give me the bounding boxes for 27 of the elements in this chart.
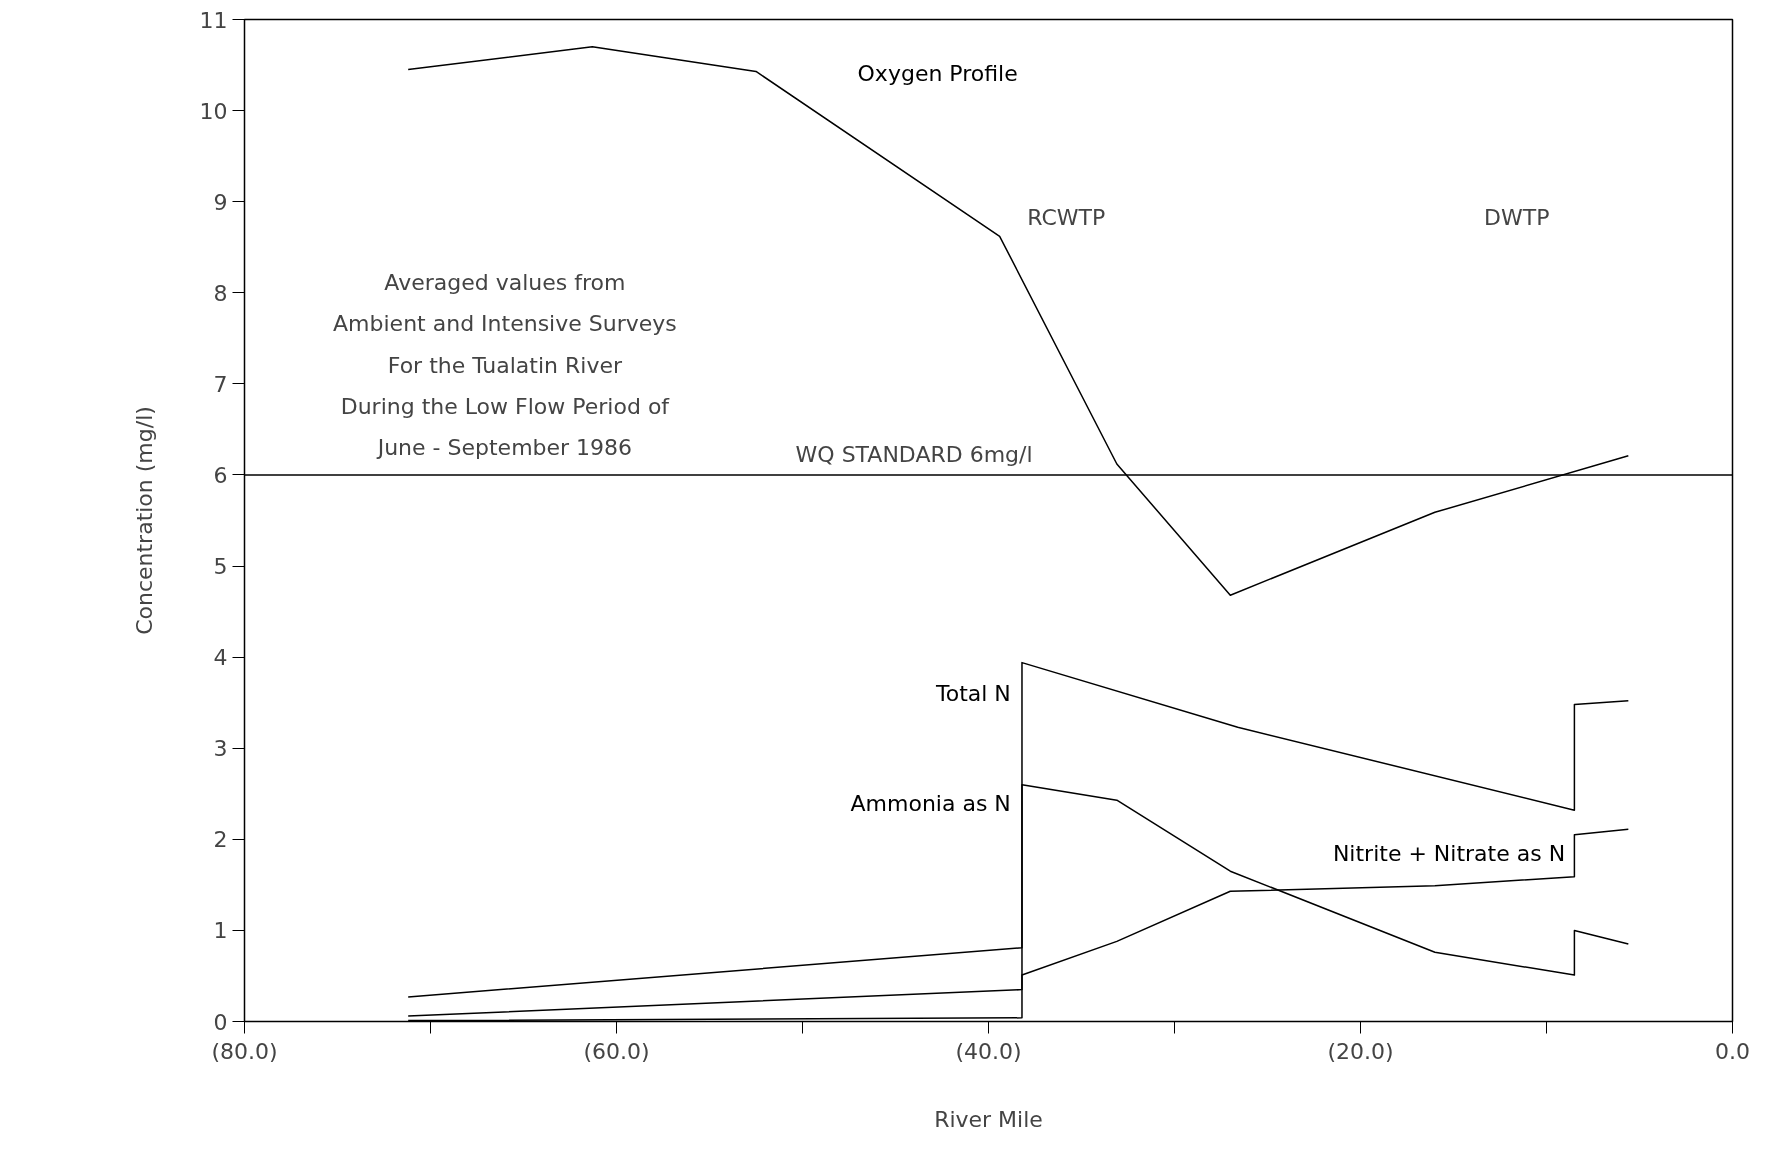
y-tick-label: 1 bbox=[213, 918, 228, 944]
x-tick-label: (60.0) bbox=[583, 1038, 650, 1064]
text: Oxygen Profile bbox=[857, 61, 1018, 87]
annotation: DWTP bbox=[1484, 204, 1550, 230]
x-tick-label: (80.0) bbox=[211, 1038, 278, 1064]
y-tick-label: 6 bbox=[213, 462, 228, 488]
series-label: Ammonia as N bbox=[850, 790, 1011, 816]
y-tick-label: 8 bbox=[213, 280, 228, 306]
y-tick-label: 9 bbox=[213, 189, 228, 215]
y-tick-label: 3 bbox=[213, 736, 228, 762]
y-tick-label: 4 bbox=[213, 645, 228, 671]
y-tick-label: 10 bbox=[199, 98, 228, 124]
y-tick-label: 7 bbox=[213, 371, 228, 397]
annotation: Averaged values from Ambient and Intensive Surveys For the Tualatin River During the Low Flow Period of June - September 1986 bbox=[333, 270, 677, 460]
y-tick-label: 0 bbox=[213, 1009, 228, 1035]
series-label: Total N bbox=[934, 681, 1011, 707]
x-tick-label: (20.0) bbox=[1327, 1038, 1394, 1064]
x-axis-title: River Mile bbox=[934, 1106, 1043, 1132]
x-tick-label: (40.0) bbox=[955, 1038, 1022, 1064]
ref-line-label: WQ STANDARD 6mg/l bbox=[795, 441, 1033, 467]
y-tick-label: 5 bbox=[213, 554, 228, 580]
y-tick-label: 2 bbox=[213, 827, 228, 853]
y-axis-title: Concentration (mg/l) bbox=[131, 406, 157, 635]
x-tick-label: 0.0 bbox=[1715, 1038, 1751, 1064]
series-label: Nitrite + Nitrate as N bbox=[1332, 840, 1566, 866]
y-tick-label: 11 bbox=[199, 7, 228, 33]
annotation: RCWTP bbox=[1027, 204, 1106, 230]
